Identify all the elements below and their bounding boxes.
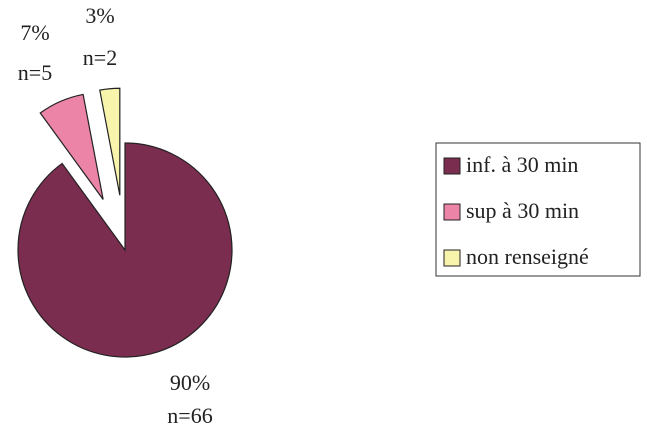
count-label: n=5 bbox=[18, 60, 52, 85]
legend-label: inf. à 30 min bbox=[466, 152, 578, 177]
legend-swatch bbox=[443, 157, 461, 175]
legend-swatch bbox=[443, 249, 461, 267]
value-label: 90% bbox=[170, 370, 210, 395]
legend-box bbox=[435, 142, 641, 277]
count-label: n=2 bbox=[83, 45, 117, 70]
value-label: 7% bbox=[20, 20, 49, 45]
value-label: 3% bbox=[85, 3, 114, 28]
pie-slice bbox=[17, 142, 233, 358]
legend-swatch bbox=[443, 203, 461, 221]
legend-label: non renseigné bbox=[466, 244, 589, 269]
pie-slice bbox=[39, 93, 104, 200]
count-label: n=66 bbox=[167, 403, 212, 428]
legend-label: sup à 30 min bbox=[466, 198, 579, 223]
pie-slice bbox=[99, 87, 121, 196]
